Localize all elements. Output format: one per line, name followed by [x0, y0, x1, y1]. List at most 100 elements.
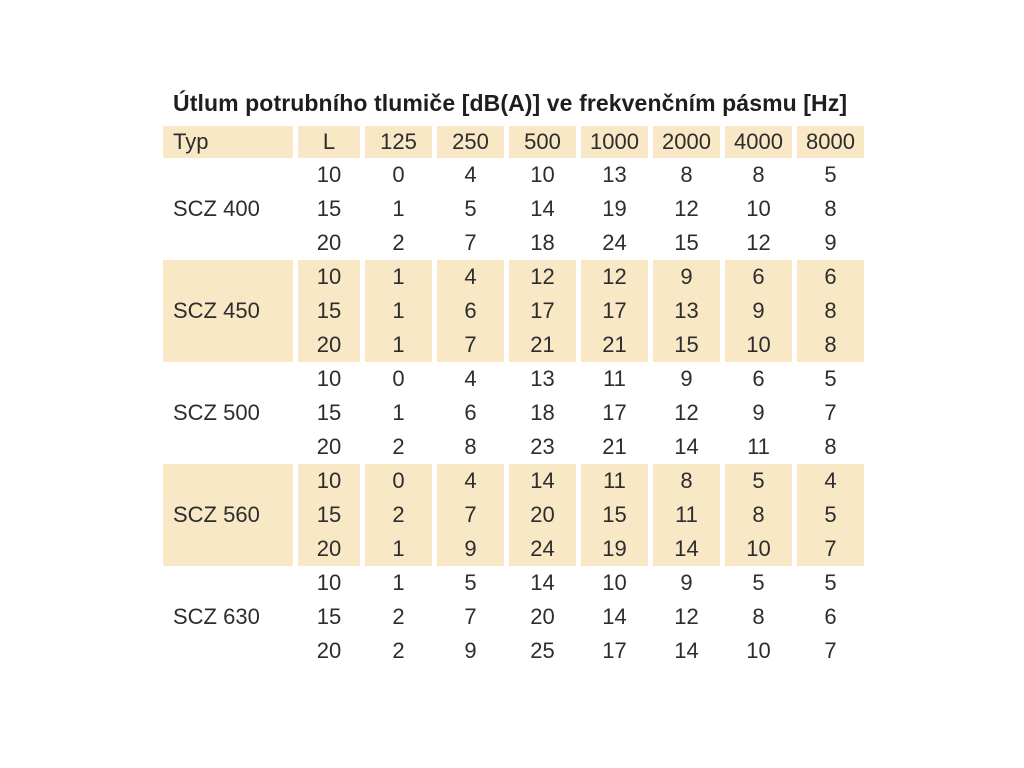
col-header-8000: 8000 — [797, 126, 864, 158]
value-cell: 24 — [509, 532, 576, 566]
value-cell: 14 — [530, 196, 555, 221]
value-cell: 20 — [509, 498, 576, 532]
col-header-l: L — [298, 126, 360, 158]
value-cell: 25 — [530, 638, 555, 663]
length-cell: 10 — [298, 464, 360, 498]
value-cell: 6 — [797, 260, 864, 294]
value-cell: 7 — [464, 230, 477, 255]
value-cell: 2 — [392, 604, 405, 629]
value-cell: 19 — [602, 196, 627, 221]
table-title: Útlum potrubního tlumiče [dB(A)] ve frek… — [173, 90, 848, 116]
value-cell: 20 — [530, 604, 555, 629]
value-cell: 2 — [392, 230, 405, 255]
value-cell: 5 — [725, 464, 792, 498]
value-cell: 1 — [365, 328, 432, 362]
value-cell: 1 — [392, 570, 405, 595]
type-cell: SCZ 400 — [173, 196, 260, 221]
length-cell: 10 — [316, 162, 342, 187]
value-cell: 13 — [530, 366, 555, 391]
value-cell: 4 — [464, 162, 477, 187]
value-cell: 13 — [653, 294, 720, 328]
value-cell: 17 — [602, 400, 627, 425]
value-cell: 5 — [752, 570, 765, 595]
attenuation-data-table: Typ L 125 250 500 1000 2000 4000 8000 SCZ 400 10 0 4… — [163, 126, 864, 668]
value-cell: 7 — [824, 638, 837, 663]
value-cell: 7 — [824, 400, 837, 425]
length-cell: 15 — [298, 294, 360, 328]
value-cell: 23 — [530, 434, 555, 459]
value-cell: 19 — [581, 532, 648, 566]
value-cell: 7 — [464, 604, 477, 629]
value-cell: 11 — [603, 366, 626, 391]
value-cell: 8 — [752, 162, 765, 187]
value-cell: 9 — [680, 366, 693, 391]
value-cell: 9 — [752, 400, 765, 425]
col-header-500: 500 — [509, 126, 576, 158]
value-cell: 8 — [653, 464, 720, 498]
value-cell: 8 — [797, 294, 864, 328]
value-cell: 4 — [437, 464, 504, 498]
value-cell: 9 — [653, 260, 720, 294]
value-cell: 5 — [824, 162, 837, 187]
value-cell: 8 — [725, 498, 792, 532]
length-cell: 15 — [316, 196, 342, 221]
value-cell: 4 — [464, 366, 477, 391]
value-cell: 9 — [824, 230, 837, 255]
value-cell: 5 — [797, 498, 864, 532]
length-cell: 15 — [316, 400, 342, 425]
value-cell: 2 — [392, 638, 405, 663]
value-cell: 2 — [365, 498, 432, 532]
length-cell: 20 — [298, 532, 360, 566]
value-cell: 12 — [674, 196, 699, 221]
value-cell: 18 — [530, 400, 555, 425]
value-cell: 15 — [674, 230, 699, 255]
value-cell: 5 — [464, 196, 477, 221]
value-cell: 15 — [581, 498, 648, 532]
value-cell: 12 — [674, 400, 699, 425]
length-cell: 20 — [316, 638, 342, 663]
col-header-125: 125 — [365, 126, 432, 158]
value-cell: 9 — [464, 638, 477, 663]
value-cell: 1 — [365, 294, 432, 328]
value-cell: 9 — [437, 532, 504, 566]
value-cell: 5 — [464, 570, 477, 595]
value-cell: 1 — [365, 260, 432, 294]
value-cell: 10 — [725, 328, 792, 362]
value-cell: 9 — [725, 294, 792, 328]
value-cell: 0 — [392, 162, 405, 187]
value-cell: 17 — [581, 294, 648, 328]
length-cell: 10 — [298, 260, 360, 294]
value-cell: 17 — [509, 294, 576, 328]
value-cell: 8 — [797, 328, 864, 362]
value-cell: 21 — [509, 328, 576, 362]
value-cell: 8 — [752, 604, 765, 629]
value-cell: 0 — [365, 464, 432, 498]
value-cell: 21 — [602, 434, 627, 459]
value-cell: 5 — [824, 570, 837, 595]
value-cell: 14 — [653, 532, 720, 566]
value-cell: 4 — [437, 260, 504, 294]
col-header-typ: Typ — [163, 126, 293, 158]
value-cell: 1 — [365, 532, 432, 566]
value-cell: 14 — [509, 464, 576, 498]
value-cell: 1 — [392, 196, 405, 221]
value-cell: 10 — [725, 532, 792, 566]
col-header-2000: 2000 — [653, 126, 720, 158]
value-cell: 10 — [746, 638, 771, 663]
value-cell: 6 — [437, 294, 504, 328]
silencer-attenuation-section: Útlum potrubního tlumiče [dB(A)] ve frek… — [163, 90, 864, 668]
length-cell: 20 — [316, 434, 342, 459]
value-cell: 8 — [824, 434, 837, 459]
col-header-250: 250 — [437, 126, 504, 158]
length-cell: 20 — [316, 230, 342, 255]
value-cell: 6 — [464, 400, 477, 425]
value-cell: 24 — [602, 230, 627, 255]
value-cell: 21 — [581, 328, 648, 362]
value-cell: 7 — [437, 498, 504, 532]
value-cell: 15 — [653, 328, 720, 362]
value-cell: 0 — [392, 366, 405, 391]
value-cell: 14 — [674, 434, 699, 459]
value-cell: 18 — [530, 230, 555, 255]
value-cell: 5 — [824, 366, 837, 391]
